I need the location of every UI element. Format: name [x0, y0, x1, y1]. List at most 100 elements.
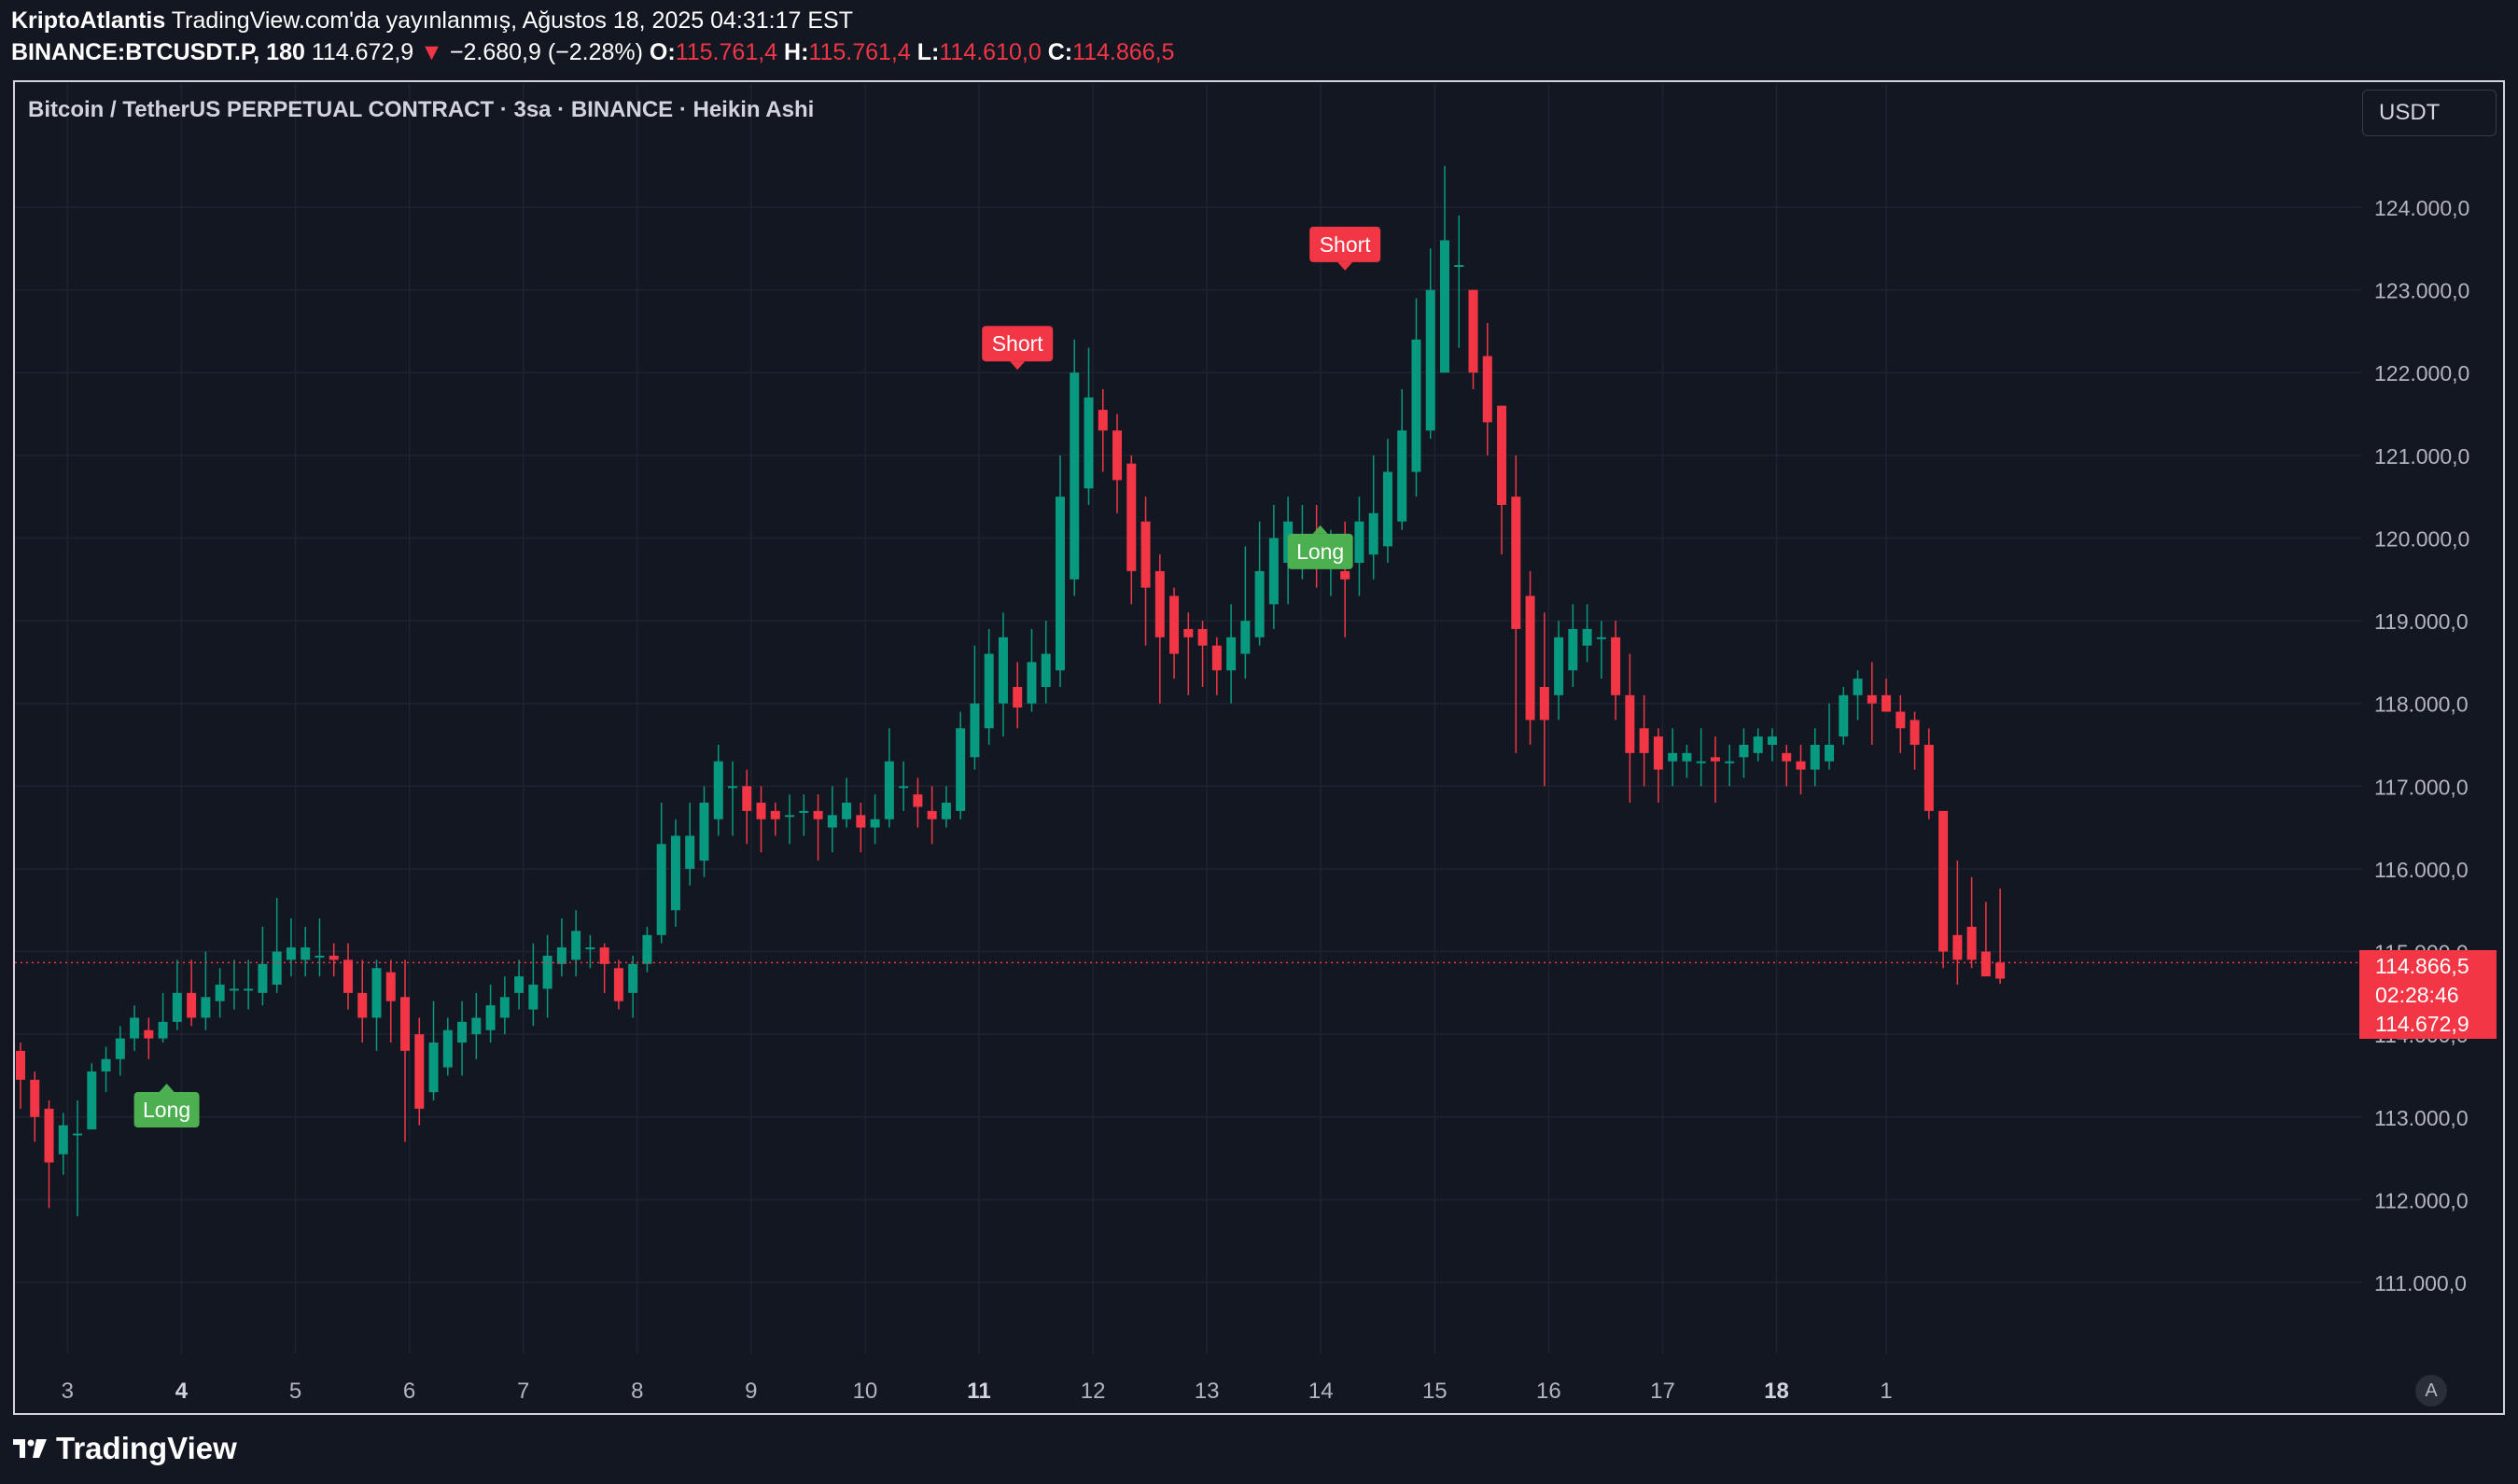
candle — [1909, 711, 1920, 770]
candle — [1611, 621, 1621, 721]
candle — [1696, 728, 1706, 787]
candle-body — [599, 947, 609, 964]
candle — [1382, 439, 1392, 564]
candle — [1140, 497, 1151, 646]
low-label: L: — [916, 39, 940, 65]
candle-body — [428, 1043, 439, 1093]
y-tick-label: 123.000,0 — [2374, 279, 2469, 303]
candle — [1226, 604, 1237, 704]
candle — [1853, 670, 1863, 721]
candle — [1668, 728, 1678, 787]
candle — [1767, 728, 1777, 762]
candle — [770, 803, 780, 836]
candle — [1554, 621, 1564, 721]
candle-body — [842, 803, 852, 819]
candle — [642, 926, 652, 973]
candle — [1753, 728, 1763, 762]
candle — [927, 786, 937, 845]
candle — [656, 803, 666, 944]
candle-body — [1154, 570, 1165, 637]
candle-body — [1055, 497, 1065, 671]
candle — [870, 794, 880, 845]
candle — [1240, 546, 1251, 679]
candle-body — [884, 761, 894, 819]
candle — [1511, 455, 1521, 753]
candle — [457, 1001, 468, 1076]
candle-body — [1497, 405, 1507, 506]
candle-body — [728, 786, 737, 789]
candle-body — [1596, 637, 1606, 639]
candle — [471, 992, 482, 1059]
candle-body — [656, 844, 666, 935]
candle-body — [1682, 752, 1692, 762]
candle — [1625, 653, 1635, 804]
author-name[interactable]: KriptoAtlantis — [11, 7, 166, 34]
candle-body — [1197, 628, 1208, 646]
candle-body — [1739, 745, 1749, 758]
x-tick-label: 13 — [1195, 1379, 1220, 1404]
candle — [1739, 728, 1749, 778]
open-value: 115.761,4 — [675, 39, 778, 65]
candle — [613, 959, 623, 1010]
candle-body — [1895, 711, 1906, 729]
x-tick-label: 17 — [1650, 1379, 1675, 1404]
currency-button[interactable]: USDT — [2362, 90, 2497, 136]
candle-body — [1354, 521, 1364, 564]
candle-body — [1839, 694, 1849, 737]
candle-body — [1568, 628, 1578, 671]
candle — [158, 992, 168, 1043]
candle-body — [742, 786, 752, 811]
candle-body — [542, 955, 553, 989]
brand-name: TradingView — [56, 1431, 237, 1465]
x-tick-label: 8 — [631, 1379, 643, 1404]
candle — [315, 918, 325, 977]
signal-text: Short — [1320, 232, 1372, 257]
publish-header: KriptoAtlantis TradingView.com'da yayınl… — [11, 7, 853, 35]
candle-body — [613, 968, 623, 1001]
y-tick-label: 124.000,0 — [2374, 196, 2469, 220]
candle-body — [1098, 410, 1108, 431]
candle-body — [1853, 679, 1863, 695]
candle-body — [1882, 694, 1892, 712]
candle-body — [941, 803, 951, 819]
candle-body — [642, 934, 652, 964]
candle-body — [927, 810, 937, 819]
candle — [1923, 728, 1934, 819]
y-tick-label: 122.000,0 — [2374, 361, 2469, 385]
candle — [1169, 587, 1180, 679]
candle — [1482, 323, 1492, 455]
chart-frame[interactable] — [13, 80, 2505, 1415]
price-label: 114.866,5 02:28:46 114.672,9 — [2359, 950, 2497, 1039]
candle-body — [414, 1034, 425, 1109]
candle-body — [1966, 926, 1977, 960]
candle-body — [1511, 497, 1521, 629]
publish-info: TradingView.com'da yayınlanmış, Ağustos … — [171, 7, 853, 34]
low-value: 114.610,0 — [939, 39, 1042, 65]
signal-pointer — [159, 1084, 175, 1093]
y-tick-label: 111.000,0 — [2374, 1271, 2467, 1295]
candle-body — [130, 1017, 140, 1039]
y-tick-label: 121.000,0 — [2374, 444, 2469, 469]
candle — [58, 1113, 68, 1175]
candle-body — [799, 810, 809, 813]
candle — [272, 897, 282, 993]
x-tick-label: 16 — [1536, 1379, 1561, 1404]
candle-body — [485, 1005, 496, 1030]
candle — [528, 943, 539, 1027]
candle — [73, 1100, 83, 1217]
candle-body — [286, 947, 296, 960]
signal-text: Long — [143, 1098, 190, 1122]
candle-body — [956, 728, 966, 811]
candle — [485, 984, 496, 1043]
candle-body — [1753, 736, 1763, 753]
candle — [357, 959, 368, 1043]
candle-body — [585, 947, 595, 950]
auto-scale-button[interactable]: A — [2415, 1375, 2447, 1407]
close-value: 114.866,5 — [1072, 39, 1175, 65]
x-tick-label: 11 — [967, 1379, 990, 1404]
candle — [1725, 745, 1735, 787]
candle-body — [1767, 736, 1777, 745]
candle — [571, 910, 581, 977]
short-signal-label: Short — [1309, 226, 1381, 271]
